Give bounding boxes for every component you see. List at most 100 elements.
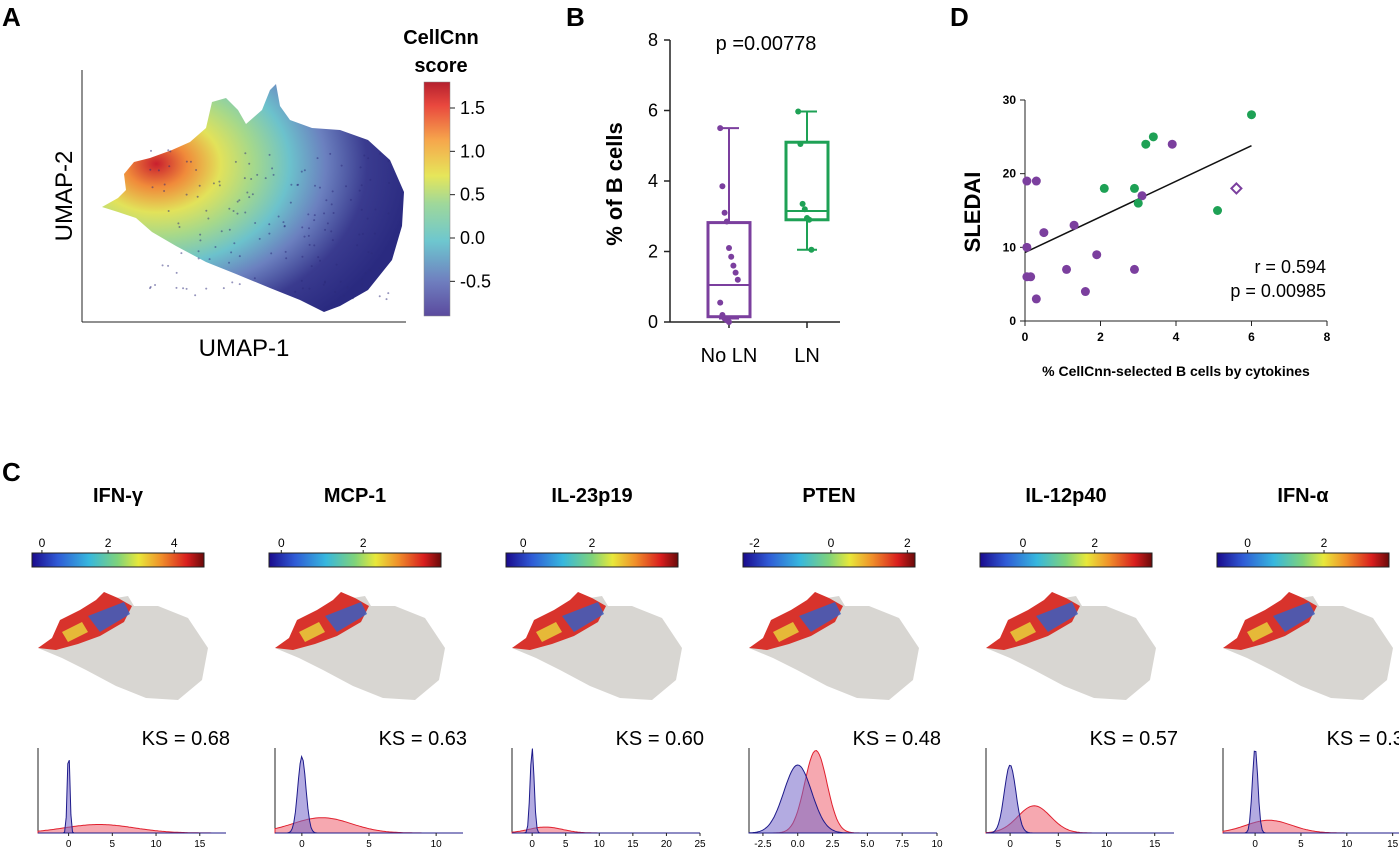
marker-colorbar-tick-label: 4 — [171, 536, 178, 550]
scatter-point — [1141, 139, 1151, 149]
scatter-axes: 0 10 20 30 0 2 4 6 8 — [1003, 93, 1331, 344]
umap-speckle-dot — [268, 232, 271, 235]
marker-colorbar — [742, 552, 916, 568]
marker-colorbar-tick-label: 0 — [39, 536, 46, 550]
panel-letter-a: A — [2, 2, 21, 32]
umap-y-label: UMAP-2 — [51, 151, 78, 242]
umap-speckle-dot — [182, 287, 185, 290]
boxplot-point — [799, 200, 806, 207]
umap-speckle-dot — [351, 297, 354, 300]
scatter-y-tick-label: 20 — [1003, 167, 1017, 181]
umap-speckle-dot — [360, 278, 363, 281]
scatter-point — [1080, 287, 1090, 297]
scatter-point — [1022, 176, 1032, 186]
scatter-point-open-diamond — [1229, 181, 1243, 195]
umap-speckle-dot — [340, 164, 343, 167]
marker-density-x-tick-label: 15 — [1387, 839, 1399, 850]
marker-colorbar-tick-label: 0 — [828, 536, 835, 550]
marker-umap-highlight-low — [562, 602, 604, 632]
umap-speckle-dot — [356, 244, 359, 247]
umap-speckle-dot — [331, 190, 334, 193]
umap-speckle-dot — [149, 168, 152, 171]
marker-panel: IL-23p19 0 2 KS = 0.60 0 5 10 15 20 25 — [505, 485, 706, 850]
scatter-point — [1137, 191, 1147, 201]
umap-speckle-dot — [236, 212, 239, 215]
scatter-point — [1099, 183, 1109, 193]
marker-density-x-tick-label: 0 — [66, 839, 72, 850]
marker-panel: MCP-1 0 2 KS = 0.63 0 5 10 — [268, 485, 467, 850]
umap-speckle-dot — [258, 237, 261, 240]
umap-speckle-dot — [163, 183, 166, 186]
marker-density-selected — [512, 748, 700, 834]
marker-density-x-tick-label: 0 — [1252, 839, 1258, 850]
boxplot-point — [801, 206, 808, 213]
colorbar-tick-label: 1.0 — [460, 141, 485, 161]
umap-speckle-dot — [300, 279, 303, 282]
marker-density-x-tick-label: 0 — [1007, 839, 1013, 850]
marker-density-x-tick-label: -2.5 — [754, 839, 772, 850]
boxplot-point — [732, 269, 739, 276]
marker-density-x-tick-label: 10 — [1341, 839, 1353, 850]
umap-speckle-dot — [313, 219, 316, 222]
umap-speckle-dot — [189, 160, 192, 163]
umap-speckle-dot — [358, 189, 361, 192]
umap-speckle-dot — [284, 250, 287, 253]
boxplot-point — [721, 209, 728, 216]
umap-speckle-dot — [149, 149, 152, 152]
umap-speckle — [149, 149, 391, 301]
umap-speckle-dot — [205, 209, 208, 212]
scatter-point — [1039, 228, 1049, 238]
marker-density-x-tick-label: 25 — [694, 839, 706, 850]
umap-speckle-dot — [185, 160, 188, 163]
marker-colorbar-tick-label: 0 — [278, 536, 285, 550]
scatter-x-tick-label: 8 — [1324, 330, 1331, 344]
marker-density-x-tick-label: 15 — [194, 839, 206, 850]
umap-speckle-dot — [358, 233, 361, 236]
boxplot-point — [723, 218, 730, 225]
umap-speckle-dot — [308, 227, 311, 230]
umap-speckle-dot — [285, 257, 288, 260]
marker-title: IFN-α — [1277, 485, 1329, 507]
umap-speckle-dot — [374, 208, 377, 211]
boxplot-y-tick-label: 8 — [648, 30, 658, 50]
umap-speckle-dot — [388, 182, 391, 185]
umap-speckle-dot — [318, 186, 321, 189]
marker-umap-highlight — [512, 592, 606, 650]
marker-umap-highlight-mid — [62, 622, 88, 642]
scatter-point — [1031, 294, 1041, 304]
umap-speckle-dot — [238, 199, 241, 202]
umap-speckle-dot — [238, 255, 241, 258]
marker-umap-highlight-low — [1036, 602, 1078, 632]
scatter-point — [1148, 132, 1158, 142]
marker-density-x-tick-label: 10 — [431, 839, 443, 850]
marker-umap-highlight-mid — [299, 622, 325, 642]
umap-speckle-dot — [175, 271, 178, 274]
scatter-y-tick-label: 30 — [1003, 93, 1017, 107]
marker-density-selected — [38, 760, 226, 834]
marker-umap-highlight — [38, 592, 132, 650]
umap-speckle-dot — [253, 277, 256, 280]
marker-density-selected — [748, 764, 937, 834]
umap-speckle-dot — [359, 166, 362, 169]
umap-speckle-dot — [370, 270, 373, 273]
marker-density-x-tick-label: 10 — [1101, 839, 1113, 850]
boxplot-y-tick-label: 0 — [648, 312, 658, 332]
marker-colorbar — [505, 552, 679, 568]
marker-umap-highlight-low — [1273, 602, 1315, 632]
umap-speckle-dot — [220, 230, 223, 233]
umap-speckle-dot — [157, 169, 160, 172]
umap-speckle-dot — [378, 267, 381, 270]
panel-letter-b: B — [566, 2, 585, 32]
marker-density-x-tick-label: 5 — [366, 839, 372, 850]
umap-speckle-dot — [379, 152, 382, 155]
umap-speckle-dot — [385, 298, 388, 301]
umap-speckle-dot — [197, 257, 200, 260]
boxplot-axes: 0 2 4 6 8 No LN LN — [648, 30, 840, 367]
umap-speckle-dot — [282, 221, 285, 224]
umap-speckle-dot — [185, 287, 188, 290]
umap-speckle-dot — [300, 170, 303, 173]
score-colorbar — [423, 81, 451, 317]
boxplot-point — [719, 183, 726, 190]
umap-speckle-dot — [326, 222, 329, 225]
marker-ks-value: KS = 0.48 — [853, 728, 941, 750]
